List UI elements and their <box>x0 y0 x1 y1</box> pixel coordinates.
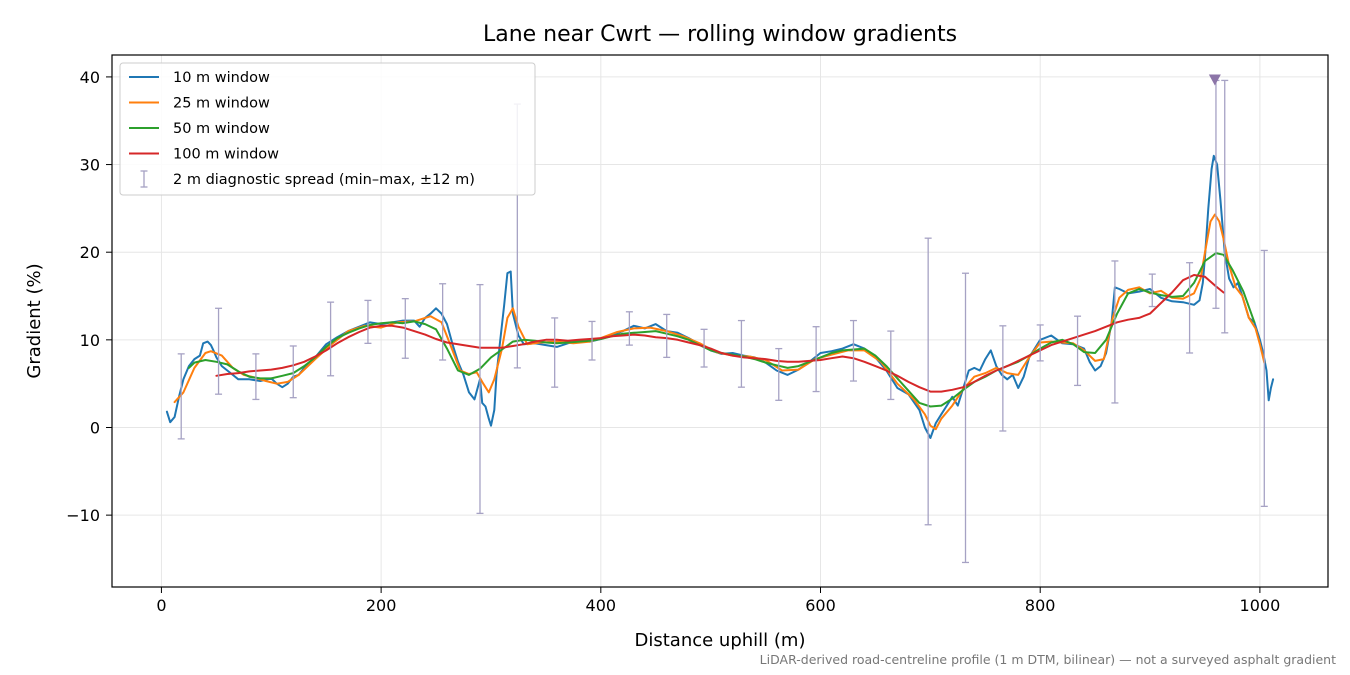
legend-label: 10 m window <box>173 70 270 86</box>
errorbar <box>177 353 185 440</box>
errorbar <box>1036 324 1044 362</box>
errorbar <box>924 237 932 526</box>
x-tick-label: 800 <box>1025 596 1056 615</box>
y-tick-label: 20 <box>80 243 100 262</box>
errorbar <box>289 345 297 399</box>
y-axis-ticks: −10 0 10 20 30 40 <box>66 68 112 525</box>
legend-label: 100 m window <box>173 147 279 163</box>
plot-area <box>111 54 1329 588</box>
y-tick-label: 0 <box>90 418 100 437</box>
x-tick-label: 0 <box>156 596 166 615</box>
errorbar <box>700 328 708 368</box>
y-tick-label: 30 <box>80 156 100 175</box>
series-line-4 <box>215 274 1225 393</box>
errorbar <box>551 317 559 388</box>
legend-entry-3: 50 m window <box>129 121 270 137</box>
errorbar <box>327 301 335 377</box>
legend-entry-2: 25 m window <box>129 96 270 112</box>
errorbar <box>476 283 484 515</box>
errorbar <box>1186 262 1194 354</box>
chart-title: Lane near Cwrt — rolling window gradient… <box>483 22 957 47</box>
x-tick-label: 200 <box>366 596 397 615</box>
x-axis-ticks: 0 200 400 600 800 1000 <box>156 587 1280 615</box>
errorbar <box>1074 315 1082 387</box>
errorbar <box>1260 249 1268 508</box>
errorbar <box>775 347 783 401</box>
errorbar <box>588 320 596 361</box>
x-tick-label: 1000 <box>1240 596 1281 615</box>
errorbar <box>439 283 447 361</box>
errorbar <box>625 311 633 346</box>
errorbar <box>887 330 895 401</box>
errorbar <box>252 353 260 401</box>
legend-box <box>119 62 536 196</box>
legend-label: 50 m window <box>173 121 270 137</box>
footnote: LiDAR-derived road-centreline profile (1… <box>760 652 1336 667</box>
series-line-2 <box>173 213 1266 431</box>
y-tick-label: −10 <box>66 506 100 525</box>
errorbar <box>1221 79 1229 334</box>
errorbar <box>215 307 223 395</box>
errorbar <box>999 325 1007 432</box>
errorbar <box>812 326 820 393</box>
x-tick-label: 400 <box>586 596 617 615</box>
plot-frame <box>111 54 1329 588</box>
errorbar <box>1111 260 1119 404</box>
errorbar <box>737 319 745 388</box>
series-layer <box>165 154 1275 439</box>
legend-label: 2 m diagnostic spread (min–max, ±12 m) <box>173 172 475 188</box>
peak-marker <box>1208 74 1221 86</box>
legend-swatch <box>140 170 148 188</box>
legend: 10 m window 25 m window 50 m window 100 m w… <box>119 62 536 196</box>
errorbar <box>849 319 857 382</box>
y-tick-label: 10 <box>80 331 100 350</box>
legend-entry-4: 100 m window <box>129 147 279 163</box>
x-tick-label: 600 <box>805 596 836 615</box>
errorbar <box>663 313 671 359</box>
errorbar <box>401 298 409 359</box>
y-tick-label: 40 <box>80 68 100 87</box>
errorbar <box>1148 273 1156 308</box>
legend-entry-5: 2 m diagnostic spread (min–max, ±12 m) <box>140 170 475 188</box>
legend-label: 25 m window <box>173 96 270 112</box>
marker-layer <box>1208 74 1221 86</box>
errorbar <box>364 299 372 344</box>
x-axis-label: Distance uphill (m) <box>635 630 806 651</box>
errorbar <box>962 272 970 564</box>
legend-entry-1: 10 m window <box>129 70 270 86</box>
y-axis-label: Gradient (%) <box>24 263 45 378</box>
